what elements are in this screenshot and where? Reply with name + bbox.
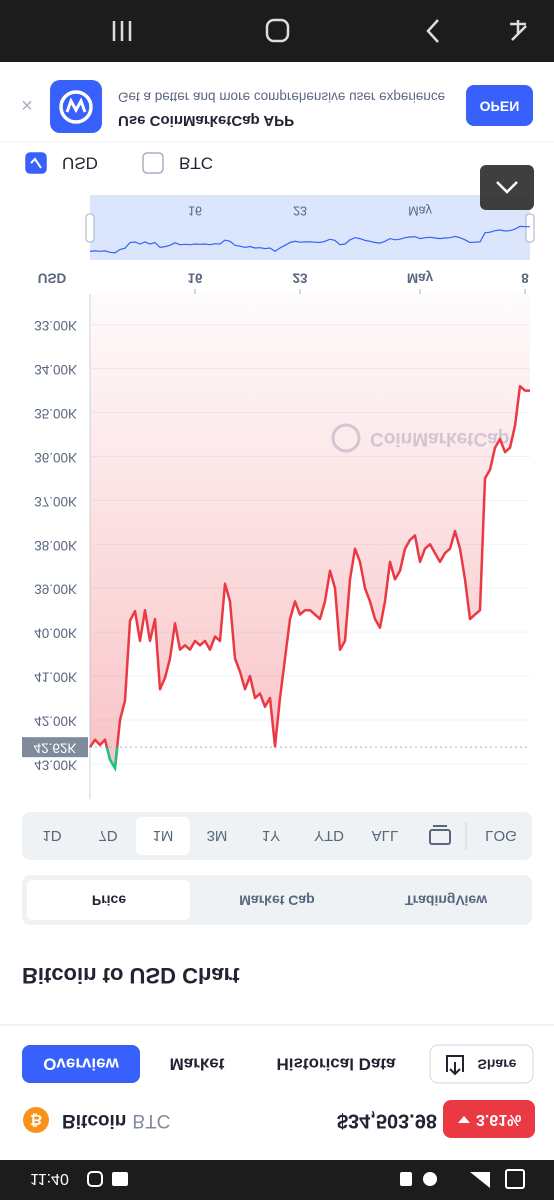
navigator-tick-label: May	[408, 204, 432, 218]
open-label: OPEN	[480, 98, 520, 114]
range-active[interactable]	[136, 817, 190, 855]
view-options: Price Market Cap TradingView	[27, 880, 487, 920]
tab-label[interactable]: Historical Data	[276, 1055, 396, 1074]
currency-toggles: USD BTC	[25, 152, 213, 174]
navigator[interactable]	[90, 195, 530, 260]
range-label[interactable]: 1M	[153, 827, 174, 844]
range-label[interactable]: LOG	[485, 827, 517, 844]
price-line	[88, 384, 530, 770]
view-label[interactable]: TradingView	[405, 892, 487, 908]
back-icon[interactable]	[426, 19, 439, 43]
navigator-handle[interactable]	[525, 213, 535, 243]
range-label[interactable]: 1D	[42, 827, 61, 844]
chevron	[496, 181, 518, 194]
navigator-handle[interactable]	[85, 213, 95, 243]
checkbox[interactable]	[142, 152, 164, 174]
checkbox[interactable]	[25, 152, 47, 174]
status-icon	[400, 1172, 412, 1186]
price-area	[90, 294, 530, 769]
tab-active[interactable]	[22, 1045, 140, 1083]
range-label[interactable]: ALL	[372, 827, 399, 844]
y-tick-label: 38.00K	[34, 538, 77, 553]
change-badge	[443, 1100, 535, 1138]
tabs: Overview Market Historical Data Share	[22, 1044, 534, 1084]
status-time: 11:40	[30, 1170, 69, 1187]
checkbox-label: BTC	[179, 154, 213, 173]
price-chart: 33.00K 34.00K 35.00K 36.00K 37.00K 38.00K 39.0…	[22, 270, 530, 799]
y-tick-label: 42.00K	[34, 713, 77, 728]
range-label[interactable]: 1Y	[262, 827, 280, 844]
status-bar	[0, 1160, 554, 1200]
x-tick-label: May	[407, 270, 434, 285]
logo-mark	[65, 97, 87, 114]
status-icon	[87, 1171, 103, 1187]
change-value: 3.61%	[476, 1111, 521, 1128]
y-tick-label: 43.00K	[34, 757, 77, 772]
tab-label: Share	[478, 1056, 517, 1072]
collapse-button[interactable]	[480, 165, 534, 210]
x-tick-label: 23	[293, 270, 309, 285]
keyboard-icon[interactable]	[510, 20, 527, 41]
nav-bar	[0, 0, 554, 62]
candle-toggle[interactable]	[429, 829, 451, 845]
logo-mark	[59, 90, 93, 124]
navigator-content: 16 23 May	[89, 204, 530, 254]
bitcoin-icon	[23, 1107, 49, 1133]
checkmark	[30, 157, 42, 169]
x-tick-label: 8	[521, 270, 529, 285]
bitcoin-glyph: ₿	[30, 1111, 42, 1128]
status-icon	[112, 1172, 128, 1186]
axis-label: USD	[38, 270, 67, 285]
y-tick-label: 37.00K	[34, 494, 77, 509]
view-label[interactable]: Market Cap	[239, 892, 314, 908]
view-label[interactable]: Price	[92, 892, 126, 908]
navigator-tick-label: 16	[188, 204, 202, 218]
coin-name: Bitcoin	[62, 1110, 126, 1131]
nav-icons	[112, 18, 527, 43]
navigator-tick-label: 23	[293, 204, 307, 218]
y-tick-label: 36.00K	[34, 450, 77, 465]
range-label[interactable]: 7D	[98, 827, 117, 844]
signal-icon	[470, 1172, 490, 1188]
coin-price: $34,503.98	[337, 1110, 437, 1132]
reference-label: 42.62K	[34, 741, 77, 756]
y-tick-label: 33.00K	[34, 318, 77, 333]
y-tick-label: 34.00K	[34, 362, 77, 377]
share-icon	[446, 1055, 464, 1076]
open-button[interactable]	[466, 85, 533, 126]
y-tick-label: 40.00K	[34, 626, 77, 641]
y-tick-label: 39.00K	[34, 582, 77, 597]
x-tick-label: 16	[187, 270, 203, 285]
down-arrow	[458, 1116, 470, 1123]
tab-label[interactable]: Overview	[43, 1055, 119, 1074]
close-banner[interactable]: ×	[21, 94, 33, 116]
battery-icon	[505, 1169, 525, 1189]
y-tick-label: 35.00K	[34, 406, 77, 421]
range-label[interactable]: YTD	[314, 827, 344, 844]
range-label[interactable]: 3M	[207, 827, 228, 844]
range-options: 1D 7D 1M 3M 1Y YTD ALL LOG	[42, 817, 517, 855]
section-title: Bitcoin to USD Chart	[22, 963, 240, 988]
tab-label[interactable]: Market	[170, 1055, 225, 1074]
view-active[interactable]	[27, 880, 190, 920]
app-logo	[50, 80, 102, 133]
home-icon[interactable]	[265, 18, 290, 43]
status-icon	[423, 1172, 437, 1186]
navigator-line	[89, 225, 530, 254]
banner-title: Use CoinMarketCap APP	[118, 112, 294, 129]
y-tick-label: 41.00K	[34, 669, 77, 684]
banner-text: Get a better and more comprehensive user…	[118, 89, 445, 104]
coin-symbol: BTC	[132, 1110, 170, 1131]
checkbox-label: USD	[62, 154, 98, 173]
reference-label-box	[22, 737, 88, 758]
